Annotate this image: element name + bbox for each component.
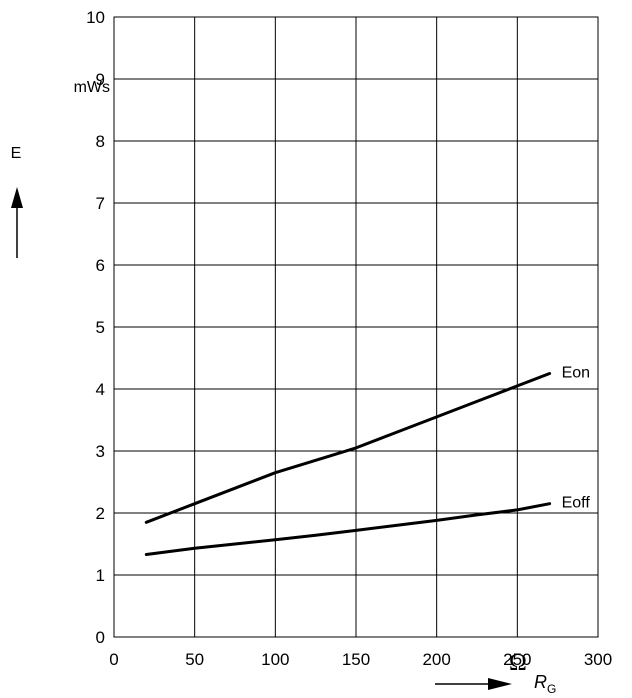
x-tick-labels: 0 50 100 150 200 250 300 <box>109 650 612 669</box>
y-tick-label: 3 <box>96 442 105 461</box>
x-tick-label: 300 <box>584 650 612 669</box>
y-axis-arrow-icon <box>11 187 23 258</box>
y-tick-label: 0 <box>96 628 105 647</box>
y-tick-label: 9 <box>96 70 105 89</box>
x-axis-label: RG <box>534 672 556 696</box>
x-tick-label: 250 <box>503 650 531 669</box>
y-tick-label: 1 <box>96 566 105 585</box>
x-tick-label: 100 <box>261 650 289 669</box>
x-tick-label: 150 <box>342 650 370 669</box>
x-tick-label: 0 <box>109 650 118 669</box>
y-tick-label: 10 <box>86 8 105 27</box>
y-tick-label: 5 <box>96 318 105 337</box>
x-axis-unit-symbol: Ω <box>509 650 527 676</box>
series-line-eoff <box>144 502 552 556</box>
series-label-eoff: Eoff <box>562 495 591 512</box>
x-tick-label: 200 <box>422 650 450 669</box>
y-tick-label: 7 <box>96 194 105 213</box>
y-tick-label: 6 <box>96 256 105 275</box>
series-line-eon <box>144 372 552 524</box>
x-axis-label-sub: G <box>547 682 556 696</box>
y-tick-label: 2 <box>96 504 105 523</box>
y-axis-label: E <box>11 145 22 162</box>
y-tick-label: 8 <box>96 132 105 151</box>
y-tick-labels: 0 1 2 3 4 5 6 7 8 9 10 <box>86 8 105 647</box>
x-tick-label: 50 <box>185 650 204 669</box>
grid <box>113 16 599 638</box>
series-lines: Eon Eoff <box>144 365 591 556</box>
x-axis-label-var: R <box>534 672 547 692</box>
x-axis-arrow-icon <box>435 678 512 690</box>
y-tick-label: 4 <box>96 380 105 399</box>
series-label-eon: Eon <box>562 365 590 382</box>
y-unit-label: mWs <box>74 79 110 96</box>
